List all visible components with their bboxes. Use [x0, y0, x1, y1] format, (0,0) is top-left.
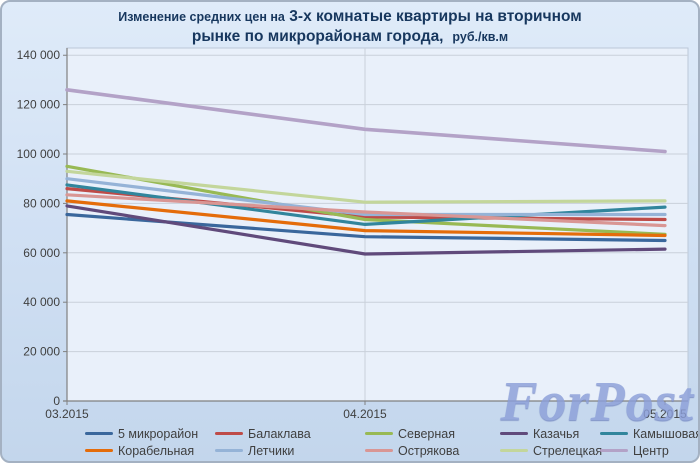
title-units: руб./кв.м: [452, 30, 509, 44]
title-main-part1: 3-х комнатые квартиры на вторичном: [289, 8, 582, 25]
x-tick-label: 03.2015: [45, 407, 89, 421]
series-line-4: [65, 183, 667, 226]
chart-title: Изменение средних цен на 3-х комнатые кв…: [2, 7, 698, 47]
chart-title-line1: Изменение средних цен на 3-х комнатые кв…: [2, 7, 698, 27]
title-prefix: Изменение средних цен на: [118, 10, 285, 24]
forpost-watermark: ForPost: [500, 371, 694, 433]
y-tick-label: 20 000: [23, 345, 60, 359]
series-line-8: [65, 169, 667, 204]
series-line-7: [65, 193, 667, 228]
y-tick-label: 60 000: [23, 246, 60, 260]
title-main-part2: рынке по микрорайонам города,: [191, 28, 444, 45]
x-tick-label: 05.2015: [643, 407, 687, 421]
y-tick-label: 120 000: [17, 98, 61, 112]
y-tick-label: 80 000: [23, 196, 60, 210]
series-line-6: [65, 177, 667, 217]
y-tick-label: 40 000: [23, 295, 60, 309]
x-tick-label: 04.2015: [343, 407, 387, 421]
series-line-9: [65, 88, 667, 154]
y-tick-label: 100 000: [17, 147, 61, 161]
series-line-5: [65, 199, 667, 238]
series-line-3: [65, 204, 667, 256]
series-line-2: [65, 164, 667, 236]
y-tick-label: 0: [53, 394, 60, 408]
y-tick-label: 140 000: [17, 48, 61, 62]
chart-title-line2: рынке по микрорайонам города, руб./кв.м: [2, 27, 698, 47]
